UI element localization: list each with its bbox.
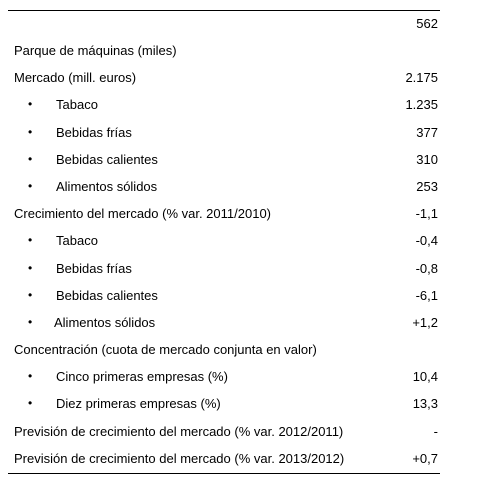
row-value: 377 <box>416 124 438 140</box>
row-label: Crecimiento del mercado (% var. 2011/201… <box>14 206 271 222</box>
table-row: Previsión de crecimiento del mercado (% … <box>8 418 440 445</box>
row-label: Concentración (cuota de mercado conjunta… <box>14 342 317 358</box>
bullet-icon: • <box>28 97 33 112</box>
row-value: -6,1 <box>415 287 438 303</box>
table-row: • Diez primeras empresas (%) 13,3 <box>8 390 440 417</box>
row-value: +0,7 <box>412 450 438 466</box>
row-value: +1,2 <box>412 314 438 330</box>
bullet-icon: • <box>28 233 33 248</box>
bullet-icon: • <box>28 287 33 302</box>
table-row: • Bebidas frías -0,8 <box>8 255 440 282</box>
row-value: -1,1 <box>415 206 438 222</box>
bullet-icon: • <box>28 260 33 275</box>
row-value: - <box>433 423 438 439</box>
table-row: • Bebidas calientes 310 <box>8 146 440 173</box>
row-label: Previsión de crecimiento del mercado (% … <box>14 450 345 466</box>
bullet-icon: • <box>28 178 33 193</box>
row-label: Alimentos sólidos <box>54 314 156 330</box>
table-row: • Tabaco -0,4 <box>8 227 440 254</box>
row-value: 310 <box>416 151 438 167</box>
row-value: 253 <box>416 178 438 194</box>
row-label: Bebidas frías <box>56 124 132 140</box>
row-value: 13,3 <box>412 396 438 412</box>
data-table: 562 Parque de máquinas (miles) Mercado (… <box>8 10 440 474</box>
row-label: Bebidas calientes <box>56 151 158 167</box>
row-label: Alimentos sólidos <box>56 178 158 194</box>
table-row: Mercado (mill. euros) 2.175 <box>8 64 440 91</box>
bullet-icon: • <box>28 151 33 166</box>
row-value: 2.175 <box>405 70 438 86</box>
row-label: Parque de máquinas (miles) <box>14 43 177 58</box>
table-row: Previsión de crecimiento del mercado (% … <box>8 445 440 473</box>
table-row: • Cinco primeras empresas (%) 10,4 <box>8 363 440 390</box>
row-label: Bebidas frías <box>56 260 132 276</box>
row-label: Tabaco <box>56 97 98 113</box>
bullet-icon: • <box>28 369 33 384</box>
row-value: 1.235 <box>405 97 438 113</box>
row-label: Diez primeras empresas (%) <box>56 396 221 412</box>
bullet-icon: • <box>28 124 33 139</box>
row-label: Mercado (mill. euros) <box>14 70 137 86</box>
table-row: Crecimiento del mercado (% var. 2011/201… <box>8 200 440 227</box>
row-value: 562 <box>416 16 438 31</box>
table-row: Parque de máquinas (miles) <box>8 37 440 64</box>
row-value: -0,8 <box>415 260 438 276</box>
table-row: • Alimentos sólidos +1,2 <box>8 309 440 336</box>
row-label: Bebidas calientes <box>56 287 158 303</box>
table-row: • Bebidas frías 377 <box>8 119 440 146</box>
table-row: • Bebidas calientes -6,1 <box>8 282 440 309</box>
row-label: Cinco primeras empresas (%) <box>56 369 228 385</box>
bullet-icon: • <box>28 396 33 411</box>
table-row: • Alimentos sólidos 253 <box>8 173 440 200</box>
table-row: • Tabaco 1.235 <box>8 91 440 118</box>
row-value: 10,4 <box>412 369 438 385</box>
row-label: Tabaco <box>56 233 98 249</box>
table-row: Concentración (cuota de mercado conjunta… <box>8 336 440 363</box>
row-value: -0,4 <box>415 233 438 249</box>
table-row: 562 <box>8 11 440 37</box>
row-label: Previsión de crecimiento del mercado (% … <box>14 423 344 439</box>
bullet-icon: • <box>28 314 33 329</box>
